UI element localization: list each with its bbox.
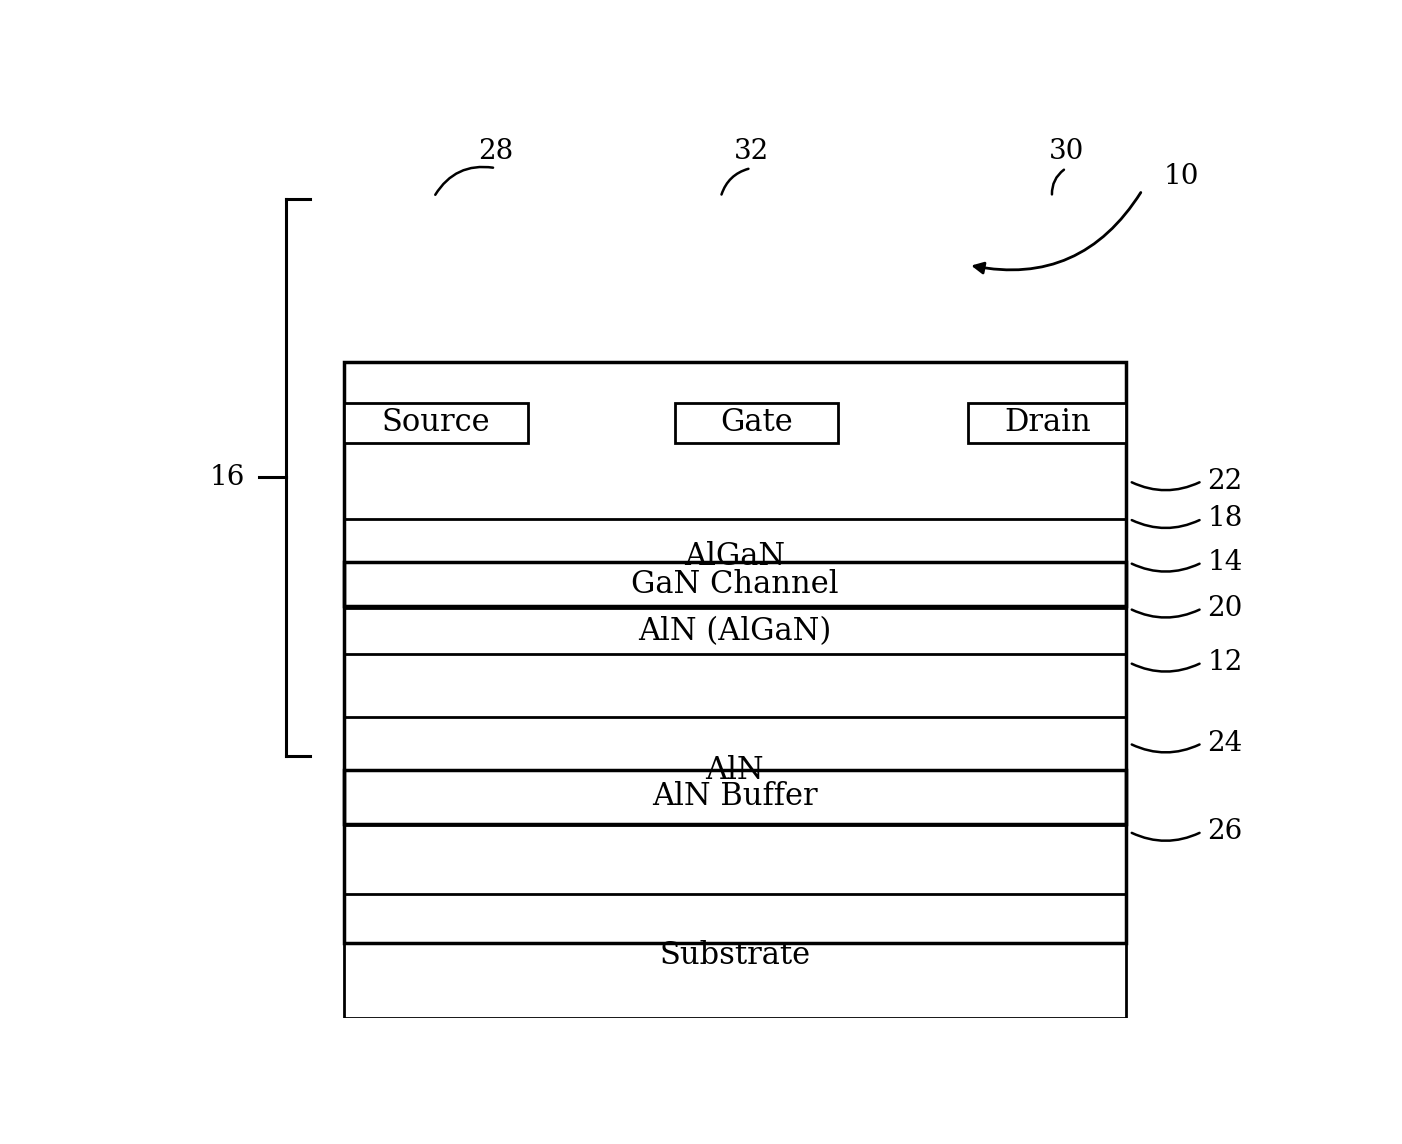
Bar <box>343 770 1126 824</box>
Text: Source: Source <box>381 407 491 438</box>
Text: 28: 28 <box>478 138 513 166</box>
Bar <box>343 362 1126 944</box>
Text: Drain: Drain <box>1004 407 1091 438</box>
Bar <box>343 609 1126 654</box>
Text: 32: 32 <box>733 138 768 166</box>
Text: Substrate: Substrate <box>659 940 810 971</box>
Text: AlN Buffer: AlN Buffer <box>652 781 817 812</box>
Text: AlN (AlGaN): AlN (AlGaN) <box>638 615 831 646</box>
Bar <box>676 403 838 443</box>
Bar <box>343 563 1126 606</box>
Text: AlGaN: AlGaN <box>684 541 785 572</box>
Bar <box>343 893 1126 1018</box>
Text: Gate: Gate <box>721 407 794 438</box>
Text: 12: 12 <box>1207 649 1242 676</box>
Text: 14: 14 <box>1207 549 1242 575</box>
Bar <box>969 403 1126 443</box>
Bar <box>343 519 1126 595</box>
Text: 24: 24 <box>1207 730 1242 757</box>
Bar <box>343 716 1126 825</box>
Text: 22: 22 <box>1207 468 1242 494</box>
Text: 26: 26 <box>1207 818 1242 845</box>
Text: 10: 10 <box>1164 164 1200 190</box>
Text: 20: 20 <box>1207 595 1242 622</box>
Text: 18: 18 <box>1207 506 1242 532</box>
Text: 30: 30 <box>1049 138 1084 166</box>
Bar <box>343 403 529 443</box>
Text: 16: 16 <box>210 463 245 491</box>
Text: AlN: AlN <box>705 755 764 786</box>
Text: GaN Channel: GaN Channel <box>631 569 838 599</box>
